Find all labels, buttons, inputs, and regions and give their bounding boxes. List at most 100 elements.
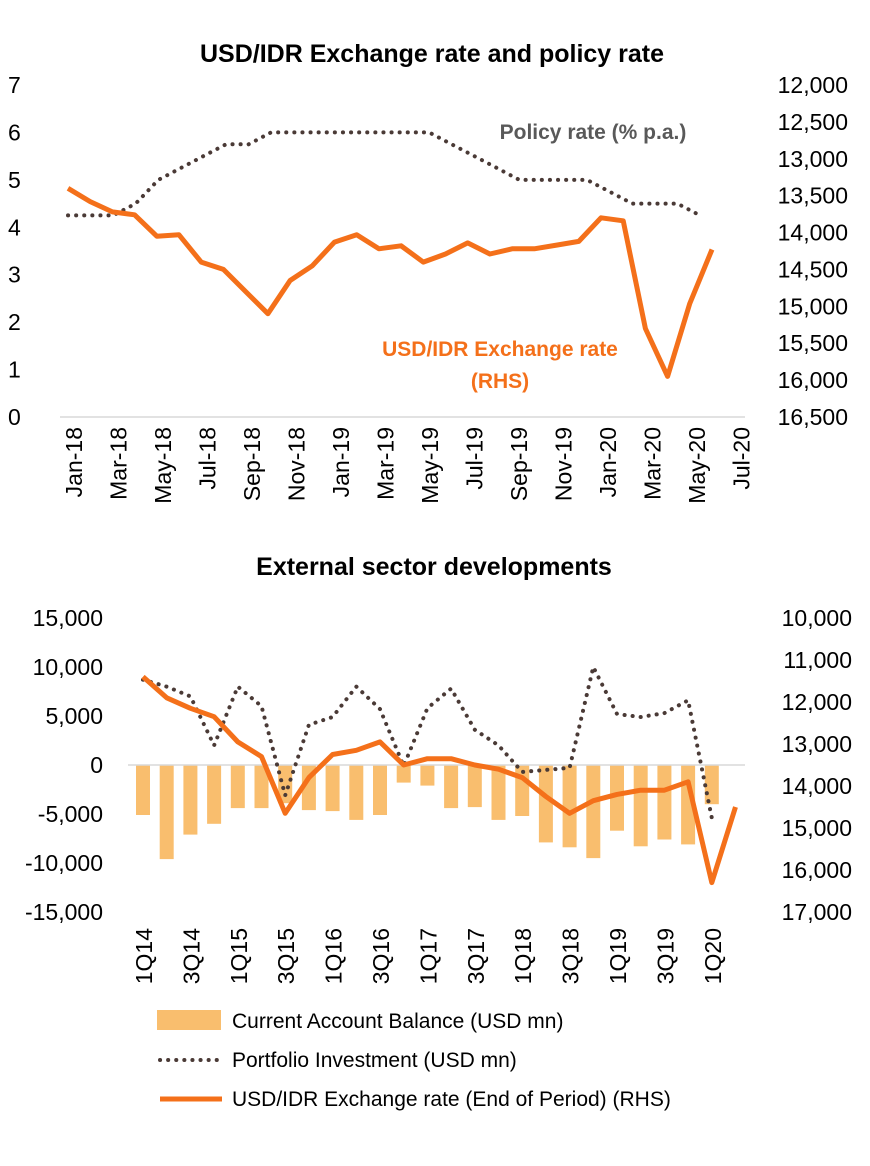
chart1-x-tick: Jul-18 xyxy=(195,427,221,490)
chart2-x-tick: 3Q16 xyxy=(368,928,394,984)
chart1-title: USD/IDR Exchange rate and policy rate xyxy=(200,40,664,68)
chart2-bar-current-account xyxy=(467,765,482,808)
chart2-y-left-tick: -5,000 xyxy=(38,801,103,827)
chart1-y-right-tick: 12,500 xyxy=(778,109,848,135)
chart1-y-right-tick: 15,000 xyxy=(778,293,848,319)
chart2-bar-current-account xyxy=(538,765,553,843)
chart1-x-tick: Mar-20 xyxy=(640,427,666,500)
chart1-x-tick: May-20 xyxy=(684,427,710,504)
chart1-y-right-tick: 14,500 xyxy=(778,256,848,282)
chart1-y-left-tick: 4 xyxy=(8,214,21,240)
chart2-x-tick: 3Q19 xyxy=(652,928,678,984)
chart1-y-right-tick: 15,500 xyxy=(778,330,848,356)
chart2-y-right-tick: 15,000 xyxy=(782,815,852,841)
chart2-bar-current-account xyxy=(349,765,364,820)
chart1-y-right-tick: 16,500 xyxy=(778,404,848,430)
chart2-x-tick: 1Q18 xyxy=(510,928,536,984)
chart-exchange-policy: USD/IDR Exchange rate and policy rate 0 1… xyxy=(8,40,848,504)
chart1-y-right-tick: 13,500 xyxy=(778,183,848,209)
chart1-y-left-tick: 3 xyxy=(8,262,21,288)
chart2-x-tick: 1Q20 xyxy=(700,928,726,984)
chart2-x-tick: 1Q17 xyxy=(415,928,441,984)
chart2-bar-current-account xyxy=(610,765,624,831)
chart1-x-tick: Sep-18 xyxy=(239,427,265,501)
chart2-y-right-tick: 10,000 xyxy=(782,605,852,631)
chart2-y-right-tick: 11,000 xyxy=(783,647,852,673)
chart1-x-tick: Jan-20 xyxy=(595,427,621,497)
chart2-title: External sector developments xyxy=(256,553,612,581)
chart2-y-left-tick: 0 xyxy=(90,752,103,778)
chart1-x-tick: Nov-19 xyxy=(551,427,577,501)
chart2-x-tick: 1Q15 xyxy=(226,928,252,984)
chart2-x-tick: 1Q14 xyxy=(131,928,157,984)
chart2-bar-current-account xyxy=(491,765,506,820)
chart2-x-tick: 3Q18 xyxy=(558,928,584,984)
chart2-bar-current-account xyxy=(373,765,387,815)
chart2-bar-current-account xyxy=(278,765,293,804)
chart1-x-tick: May-18 xyxy=(150,427,176,504)
chart1-y-left-tick: 0 xyxy=(8,404,21,430)
chart-external-sector: External sector developments -15,000 -10,… xyxy=(25,553,852,984)
chart1-x-tick: Mar-19 xyxy=(373,427,399,500)
chart1-annotation-policy: Policy rate (% p.a.) xyxy=(500,121,687,144)
chart1-y-right-tick: 14,000 xyxy=(778,220,848,246)
chart2-bar-current-account xyxy=(633,765,648,847)
chart1-y-right-tick: 12,000 xyxy=(778,72,848,98)
chart1-annotation-fx: USD/IDR Exchange rate xyxy=(382,338,618,361)
chart1-x-tick: Jan-19 xyxy=(328,427,354,497)
chart2-bar-current-account xyxy=(183,765,198,835)
chart1-series-policy-rate xyxy=(66,130,702,218)
chart1-y-left-tick: 6 xyxy=(8,119,21,145)
legend: Current Account Balance (USD mn) Portfol… xyxy=(157,1010,671,1111)
chart1-x-tick: Sep-19 xyxy=(506,427,532,501)
chart2-x-tick: 1Q19 xyxy=(605,928,631,984)
chart1-y-right-tick: 16,000 xyxy=(778,367,848,393)
chart1-x-tick: Mar-18 xyxy=(106,427,132,500)
chart1-y-left-tick: 7 xyxy=(8,72,21,98)
chart2-x-tick: 3Q17 xyxy=(463,928,489,984)
legend-label-portfolio: Portfolio Investment (USD mn) xyxy=(232,1049,517,1072)
chart2-y-left-tick: 15,000 xyxy=(33,605,103,631)
chart1-y-left-tick: 1 xyxy=(8,357,21,383)
legend-label-current-account: Current Account Balance (USD mn) xyxy=(232,1010,563,1033)
chart2-y-right-tick: 13,000 xyxy=(782,731,852,757)
chart1-x-tick: May-19 xyxy=(417,427,443,504)
chart1-annotation-fx-rhs: (RHS) xyxy=(471,370,529,393)
chart2-bar-current-account xyxy=(159,765,174,860)
chart2-bar-current-account xyxy=(207,765,222,824)
chart1-x-tick: Jan-18 xyxy=(61,427,87,497)
legend-swatch-current-account xyxy=(157,1010,221,1030)
chart2-bar-current-account xyxy=(657,765,672,840)
chart1-series-usd-idr xyxy=(66,186,715,379)
chart1-y-left-tick: 5 xyxy=(8,167,21,193)
chart1-y-right-tick: 13,000 xyxy=(778,146,848,172)
chart2-y-left-tick: -15,000 xyxy=(25,899,103,925)
chart2-x-tick: 1Q16 xyxy=(321,928,347,984)
chart2-x-tick: 3Q15 xyxy=(273,928,299,984)
chart2-bar-current-account xyxy=(136,765,150,815)
chart2-bar-current-account xyxy=(396,765,411,783)
chart2-bar-current-account xyxy=(254,765,269,809)
chart2-series-portfolio-investment xyxy=(141,661,714,820)
chart2-y-left-tick: -10,000 xyxy=(25,850,103,876)
chart2-y-right-tick: 14,000 xyxy=(782,773,852,799)
chart2-series-usd-idr-eop xyxy=(141,674,738,886)
chart2-x-tick: 3Q14 xyxy=(178,928,204,984)
chart2-bar-current-account xyxy=(586,765,601,859)
chart2-bar-current-account xyxy=(420,765,435,786)
chart2-y-right-tick: 16,000 xyxy=(782,857,852,883)
chart2-bar-current-account xyxy=(444,765,459,809)
chart1-x-tick: Jul-19 xyxy=(462,427,488,490)
chart1-x-tick: Jul-20 xyxy=(729,427,755,490)
legend-label-exchange: USD/IDR Exchange rate (End of Period) (R… xyxy=(232,1088,671,1111)
chart2-bar-current-account xyxy=(562,765,577,848)
chart2-y-right-tick: 12,000 xyxy=(782,689,852,715)
chart2-y-left-tick: 5,000 xyxy=(45,703,103,729)
chart2-y-right-tick: 17,000 xyxy=(782,899,852,925)
chart2-bar-current-account xyxy=(325,765,340,812)
chart2-bar-current-account xyxy=(230,765,245,809)
chart1-y-left-tick: 2 xyxy=(8,309,21,335)
chart2-y-left-tick: 10,000 xyxy=(33,654,103,680)
chart1-x-tick: Nov-18 xyxy=(284,427,310,501)
